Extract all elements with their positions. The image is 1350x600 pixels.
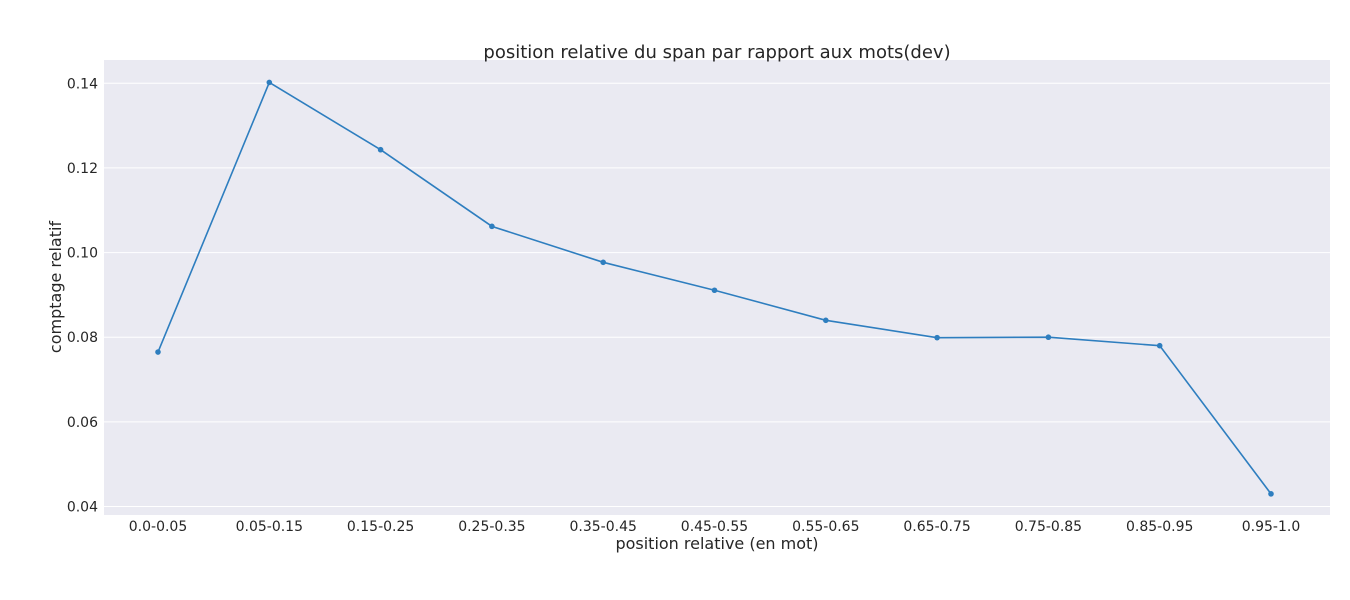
x-tick-label: 0.25-0.35: [458, 519, 525, 535]
x-tick-label: 0.95-1.0: [1242, 519, 1301, 535]
x-tick-label: 0.45-0.55: [681, 519, 748, 535]
data-point: [600, 259, 606, 266]
y-axis: 0.04 0.06 0.08 0.10 0.12 0.14: [67, 76, 98, 515]
data-point: [934, 334, 940, 341]
y-axis-title: comptage relatif: [46, 221, 65, 354]
x-tick-label: 0.05-0.15: [236, 519, 303, 535]
data-point: [489, 223, 495, 230]
data-point: [266, 79, 273, 86]
x-tick-label: 0.65-0.75: [903, 519, 970, 535]
chart-title: position relative du span par rapport au…: [483, 42, 950, 63]
data-point: [711, 287, 718, 294]
x-axis: 0.0-0.05 0.05-0.15 0.15-0.25 0.25-0.35 0.35-…: [129, 519, 1301, 535]
data-point: [823, 317, 829, 324]
x-tick-label: 0.0-0.05: [129, 519, 188, 535]
x-tick-label: 0.75-0.85: [1015, 519, 1082, 535]
y-tick-label: 0.10: [67, 246, 98, 262]
data-point: [377, 146, 384, 153]
gridlines: [104, 82, 1330, 508]
x-tick-label: 0.35-0.45: [569, 519, 636, 535]
plot-area: [104, 60, 1330, 515]
x-tick-label: 0.55-0.65: [792, 519, 859, 535]
series: [155, 79, 1274, 497]
data-point: [1045, 334, 1052, 341]
y-tick-label: 0.06: [67, 415, 98, 431]
x-tick-label: 0.15-0.25: [347, 519, 414, 535]
y-tick-label: 0.08: [67, 330, 98, 346]
y-tick-label: 0.14: [67, 76, 98, 92]
x-tick-label: 0.85-0.95: [1126, 519, 1193, 535]
data-point: [1156, 342, 1163, 349]
data-point: [1268, 491, 1274, 497]
x-axis-title: position relative (en mot): [615, 534, 818, 553]
data-point: [155, 349, 161, 355]
y-tick-label: 0.12: [67, 161, 98, 177]
y-tick-label: 0.04: [67, 500, 98, 516]
